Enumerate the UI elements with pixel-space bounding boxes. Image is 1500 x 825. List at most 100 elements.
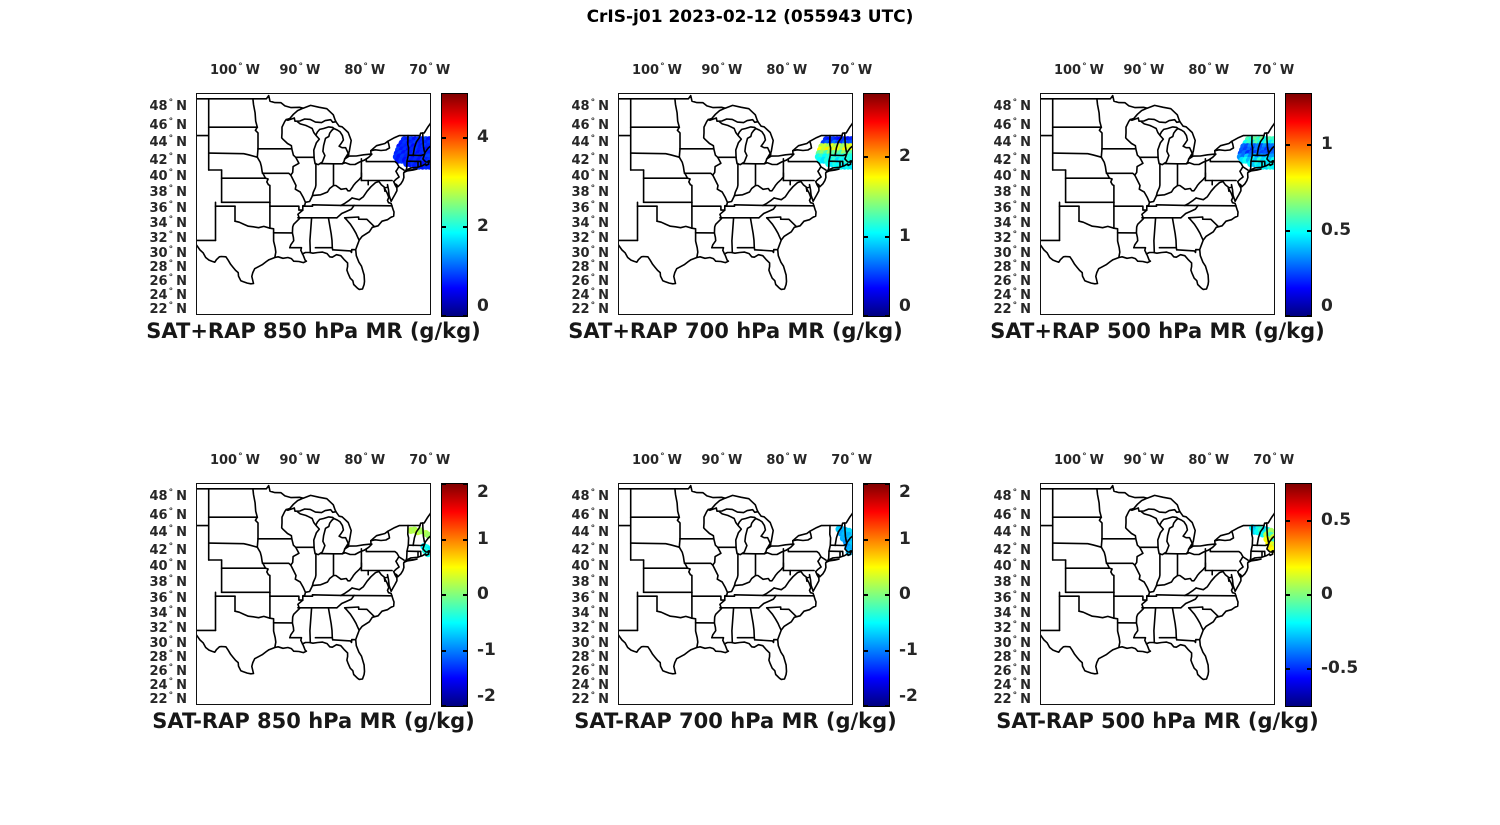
tick-number: 70 — [1253, 453, 1272, 468]
degree-symbol: ° — [590, 663, 596, 674]
lat-tick-label: 46° N — [546, 507, 609, 523]
lon-tick-label: 90° W — [265, 62, 335, 78]
tick-number: 80 — [344, 453, 363, 468]
lon-tick-label: 90° W — [687, 62, 757, 78]
lat-tick-label: 26° N — [124, 273, 187, 289]
tick-number: 42 — [993, 152, 1012, 168]
degree-symbol: ° — [168, 116, 174, 127]
colorbar-tick — [885, 538, 889, 541]
colorbar-tick — [885, 649, 889, 652]
map-svg-sat_plus_rap_500 — [1040, 93, 1275, 315]
border-path — [370, 530, 391, 542]
degree-symbol: ° — [590, 273, 596, 284]
lon-tick-label: 70° W — [1239, 62, 1309, 78]
lat-tick-label: 42° N — [546, 542, 609, 558]
hemisphere-letter: N — [598, 201, 609, 217]
tick-number: 26 — [993, 664, 1012, 680]
hemisphere-letter: N — [598, 678, 609, 694]
tick-number: 32 — [993, 231, 1012, 247]
border-path — [1113, 617, 1121, 648]
colorbar-tick — [442, 594, 446, 596]
border-path — [340, 197, 353, 207]
border-path — [269, 617, 277, 648]
border-path — [303, 594, 342, 597]
colorbar-tick — [1307, 144, 1311, 147]
degree-symbol: ° — [1012, 574, 1018, 585]
tick-number: 48 — [571, 99, 590, 115]
border-path — [1108, 567, 1115, 594]
border-path — [407, 134, 410, 156]
tick-number: 26 — [571, 274, 590, 290]
lon-tick-label: 100° W — [200, 62, 270, 78]
degree-symbol: ° — [1012, 273, 1018, 284]
lon-tick-label: 100° W — [200, 452, 270, 468]
border-path — [676, 126, 681, 150]
border-path — [341, 153, 373, 166]
colorbar-tick-label: 4 — [477, 127, 489, 148]
hemisphere-letter: N — [598, 575, 609, 591]
lat-tick-label: 44° N — [546, 524, 609, 540]
tick-number: 28 — [993, 260, 1012, 276]
map-frame — [196, 93, 431, 315]
tick-number: 24 — [993, 288, 1012, 304]
lat-tick-label: 36° N — [546, 590, 609, 606]
tick-number: 40 — [993, 559, 1012, 575]
lat-tick-label: 40° N — [968, 168, 1031, 184]
border-path — [333, 127, 350, 165]
lat-tick-label: 30° N — [968, 635, 1031, 651]
border-path — [707, 117, 759, 124]
panel-title-sat_minus_rap_700: SAT-RAP 700 hPa MR (g/kg) — [574, 709, 897, 733]
lat-tick-label: 42° N — [968, 152, 1031, 168]
tick-number: 28 — [149, 650, 168, 666]
degree-symbol: ° — [1012, 558, 1018, 569]
border-path — [1051, 542, 1103, 548]
tick-number: 80 — [1188, 63, 1207, 78]
colorbar-tick-label: -1 — [477, 639, 496, 660]
colorbar-tick — [885, 594, 889, 596]
lat-tick-label: 28° N — [546, 259, 609, 275]
border-path — [1187, 607, 1204, 631]
border-path — [398, 166, 405, 171]
colorbar-tick-label: 0.5 — [1321, 510, 1352, 530]
lat-tick-label: 40° N — [546, 168, 609, 185]
degree-symbol: ° — [850, 62, 855, 72]
border-path — [733, 552, 739, 587]
degree-symbol: ° — [1012, 245, 1018, 256]
lat-tick-label: 22° N — [968, 691, 1031, 707]
border-path — [1098, 516, 1103, 540]
colorbar-tick — [463, 594, 467, 596]
border-path — [618, 484, 853, 681]
border-path — [829, 134, 832, 156]
hemisphere-letter: W — [857, 63, 873, 78]
tick-number: 46 — [149, 507, 168, 523]
colorbar-tick-label: 1 — [1321, 134, 1333, 155]
border-path — [412, 524, 421, 547]
lon-tick-label: 90° W — [1109, 62, 1179, 78]
degree-symbol: ° — [590, 184, 596, 195]
tick-number: 24 — [993, 678, 1012, 694]
colorbar-tick-label: 1 — [899, 225, 911, 246]
tick-number: 40 — [571, 169, 590, 185]
hemisphere-letter: N — [176, 246, 187, 262]
degree-symbol: ° — [168, 541, 174, 552]
colorbar-gradient — [442, 484, 467, 706]
map-background — [196, 93, 431, 315]
border-path — [678, 148, 681, 158]
border-path — [1187, 606, 1219, 618]
hemisphere-letter: N — [176, 260, 187, 276]
border-path — [1180, 204, 1199, 219]
hemisphere-letter: N — [1020, 559, 1031, 575]
tick-number: 90 — [1123, 63, 1142, 78]
degree-symbol: ° — [590, 245, 596, 256]
tick-number: 24 — [571, 288, 590, 304]
border-path — [702, 508, 715, 540]
border-path — [252, 488, 259, 518]
border-path — [285, 107, 304, 121]
border-path — [1100, 148, 1103, 158]
tick-number: 32 — [993, 621, 1012, 637]
tick-number: 48 — [571, 489, 590, 505]
tick-number: 38 — [149, 185, 168, 201]
colorbar-tick — [864, 156, 868, 159]
border-path — [629, 542, 681, 548]
lon-tick-label: 90° W — [1109, 452, 1179, 468]
